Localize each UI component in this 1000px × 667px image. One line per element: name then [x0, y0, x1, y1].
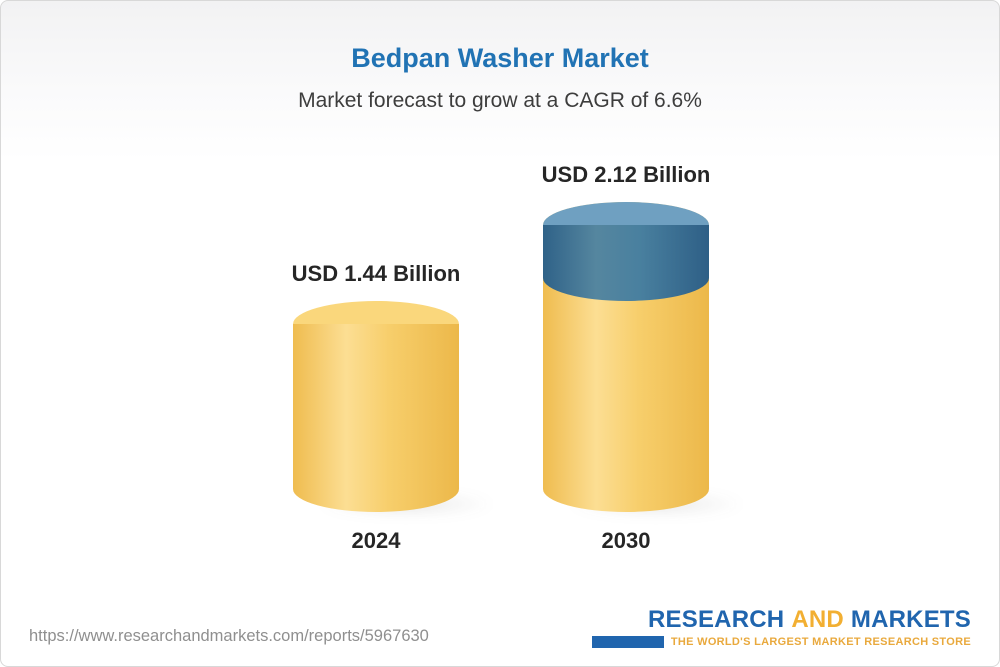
report-url[interactable]: https://www.researchandmarkets.com/repor…: [29, 627, 429, 645]
cylinder-2024-yellow: [293, 301, 459, 512]
logo-subline: THE WORLD'S LARGEST MARKET RESEARCH STOR…: [591, 635, 971, 648]
bar-value-label-2024: USD 1.44 Billion: [291, 261, 461, 287]
logo-underline-bar: [591, 636, 664, 648]
logo-tagline: THE WORLD'S LARGEST MARKET RESEARCH STOR…: [670, 635, 971, 648]
bar-2030: USD 2.12 Billion 2030: [542, 162, 711, 553]
chart-subtitle: Market forecast to grow at a CAGR of 6.6…: [298, 89, 702, 112]
bar-category-label-2030: 2030: [601, 528, 651, 553]
page-title: Bedpan Washer Market: [351, 43, 649, 73]
research-and-markets-logo: RESEARCH AND MARKETS THE WORLD'S LARGEST…: [591, 608, 971, 648]
logo-word-and: AND: [791, 606, 844, 633]
bar-value-label-2030: USD 2.12 Billion: [541, 162, 711, 187]
bar-category-label-2024: 2024: [351, 528, 401, 553]
logo-word-research: RESEARCH: [648, 606, 785, 633]
logo-wordmark: RESEARCH AND MARKETS: [648, 608, 971, 632]
cylinder-body: [293, 324, 459, 512]
bar-2024: USD 1.44 Billion 2024: [292, 261, 461, 553]
logo-word-markets: MARKETS: [850, 606, 971, 633]
cylinder-body: [543, 225, 709, 302]
cylinder-2030-blue-growth: [543, 202, 709, 302]
